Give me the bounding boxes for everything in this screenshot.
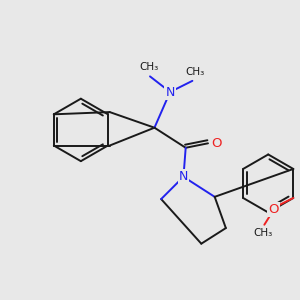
Text: CH₃: CH₃ — [185, 67, 204, 77]
Text: CH₃: CH₃ — [139, 62, 158, 73]
Text: O: O — [268, 202, 278, 216]
Text: N: N — [165, 85, 175, 98]
Text: CH₃: CH₃ — [254, 227, 273, 238]
Text: O: O — [212, 137, 222, 150]
Text: N: N — [179, 170, 188, 183]
